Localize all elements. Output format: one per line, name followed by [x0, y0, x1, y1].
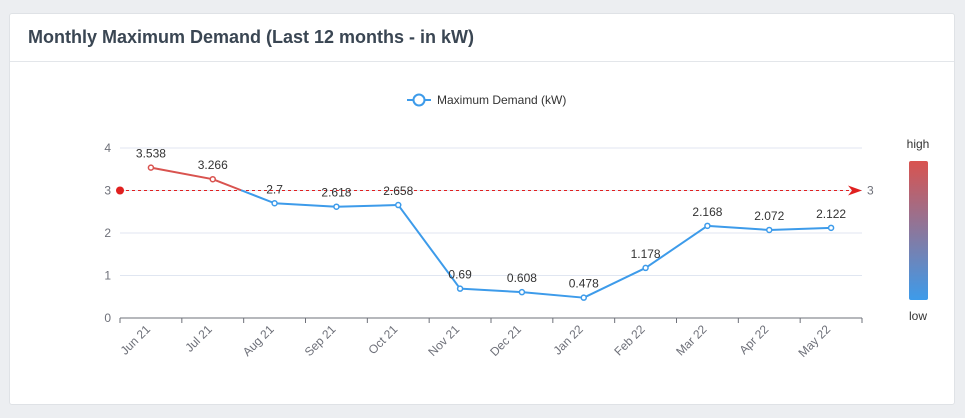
- grid-lines: [120, 147, 862, 276]
- data-point[interactable]: [209, 175, 216, 183]
- x-tick-label: Dec 21: [487, 322, 524, 359]
- x-tick-label: May 22: [795, 322, 833, 360]
- line-segment: [644, 224, 709, 269]
- data-label: 0.608: [507, 271, 537, 285]
- threshold-markline: 3: [116, 184, 874, 198]
- line-segment: [706, 224, 771, 231]
- data-point[interactable]: [766, 226, 773, 234]
- data-point[interactable]: [333, 203, 340, 210]
- data-label: 2.122: [816, 207, 846, 221]
- series-line: [149, 166, 833, 299]
- visual-map[interactable]: high low: [907, 137, 930, 323]
- data-label: 2.658: [383, 184, 413, 198]
- x-tick-label: Jun 21: [118, 322, 154, 358]
- markline-arrow-icon: [848, 185, 862, 196]
- x-tick-label: Nov 21: [425, 322, 462, 359]
- data-point[interactable]: [147, 164, 155, 171]
- line-segment: [211, 178, 243, 192]
- y-tick-label: 2: [104, 226, 111, 240]
- data-labels: 3.538 3.266 2.7 2.618 2.658 0.69 0.608 0.478 1.1…: [136, 147, 847, 291]
- data-point[interactable]: [704, 222, 711, 230]
- x-tick-label: Jul 21: [182, 322, 215, 355]
- data-label: 2.168: [692, 205, 722, 219]
- data-label: 3.266: [198, 158, 228, 172]
- legend-label: Maximum Demand (kW): [437, 93, 566, 107]
- legend[interactable]: Maximum Demand (kW): [407, 93, 566, 107]
- data-point[interactable]: [642, 264, 649, 272]
- line-segment: [273, 202, 338, 208]
- y-tick-label: 4: [104, 141, 111, 155]
- line-segment: [240, 189, 276, 205]
- line-segment: [397, 204, 462, 290]
- line-segment: [149, 166, 214, 181]
- data-point[interactable]: [580, 294, 587, 301]
- x-tick-label: Sep 21: [302, 322, 339, 359]
- x-tick-label: Apr 22: [736, 322, 771, 357]
- markline-label: 3: [867, 184, 874, 198]
- data-label: 0.69: [448, 268, 472, 282]
- y-tick-label: 1: [104, 269, 111, 283]
- visual-map-gradient-bar[interactable]: [909, 161, 928, 300]
- data-point[interactable]: [271, 200, 278, 207]
- data-label: 0.478: [569, 277, 599, 291]
- y-tick-label: 0: [104, 311, 111, 325]
- line-segment: [335, 204, 400, 208]
- data-point[interactable]: [456, 285, 464, 292]
- data-point[interactable]: [518, 288, 526, 296]
- line-segment: [459, 287, 523, 294]
- y-tick-label: 3: [104, 184, 111, 198]
- series-points: [147, 164, 835, 301]
- data-label: 2.618: [321, 186, 351, 200]
- axes: 0 1 2 3 4 Jun 21 Jul 21 Aug 21 Sep 21 Oct 21 Nov 2…: [104, 141, 863, 360]
- data-point[interactable]: [827, 224, 835, 232]
- x-tick-label: Oct 21: [365, 322, 400, 357]
- x-tick-label: Aug 21: [240, 322, 277, 359]
- card-header: Monthly Maximum Demand (Last 12 months -…: [10, 14, 954, 62]
- x-tick-label: Mar 22: [673, 322, 710, 359]
- line-segment: [768, 226, 833, 231]
- data-label: 2.7: [266, 182, 283, 196]
- line-segment: [582, 266, 647, 299]
- visual-map-high-label: high: [907, 137, 930, 151]
- data-label: 3.538: [136, 147, 166, 161]
- data-point[interactable]: [395, 201, 402, 209]
- visual-map-low-label: low: [909, 309, 927, 323]
- data-label: 1.178: [631, 247, 661, 261]
- data-label: 2.072: [754, 209, 784, 223]
- chart-card: Monthly Maximum Demand (Last 12 months -…: [9, 13, 955, 405]
- card-title: Monthly Maximum Demand (Last 12 months -…: [28, 27, 475, 47]
- line-segment: [520, 291, 585, 299]
- x-tick-label: Jan 22: [550, 322, 586, 358]
- markline-start-dot: [116, 186, 124, 195]
- legend-marker-icon: [412, 93, 426, 107]
- x-tick-label: Feb 22: [611, 322, 648, 359]
